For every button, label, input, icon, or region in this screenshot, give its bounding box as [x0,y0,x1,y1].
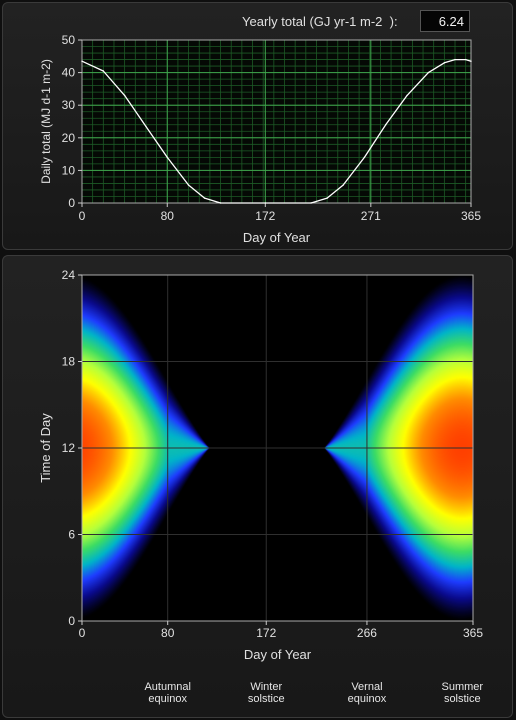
plot-area [82,40,471,203]
x-tick-label: 365 [461,209,481,223]
y-tick-label: 6 [68,528,75,542]
data-point [219,202,222,204]
data-point [187,184,190,186]
data-point [310,202,312,204]
x-tick-label: 172 [255,209,275,223]
data-point [454,58,456,61]
x-axis-label: Day of Year [243,230,311,245]
data-point [464,58,467,61]
data-point [81,60,83,62]
y-tick-label: 10 [62,163,76,177]
data-point [427,71,430,74]
x-tick-label: 80 [161,626,175,640]
y-axis-label: Daily total (MJ d-1 m-2) [39,59,53,184]
x-tick-label: 266 [357,626,377,640]
season-label-vernal-equinox: Vernal equinox [347,681,387,705]
data-point [102,70,105,72]
data-point [326,197,328,199]
data-point [385,124,387,126]
season-label-autumnal-equinox: Autumnal equinox [144,681,191,705]
y-tick-label: 24 [62,268,76,282]
data-point [470,60,472,62]
data-point [203,197,206,199]
x-tick-label: 0 [79,209,86,223]
yearly-total-label: Yearly total (GJ yr-1 m-2 ): [242,14,398,29]
y-axis-label: Time of Day [38,413,53,483]
y-tick-label: 0 [68,614,75,628]
y-tick-label: 20 [62,131,76,145]
data-point [264,202,267,204]
data-point [363,156,366,159]
y-tick-label: 0 [68,196,75,210]
y-tick-label: 30 [62,98,76,112]
y-tick-label: 18 [62,355,76,369]
daily-total-chart: 0 10 20 30 40 50 0 80 172 271 365 Day of Year Daily … [39,33,481,245]
data-point [166,156,168,159]
x-tick-label: 0 [79,626,86,640]
x-tick-label: 365 [463,626,483,640]
y-tick-label: 50 [62,33,76,47]
season-label-summer-solstice: Summer solstice [441,681,484,705]
daily-total-line [81,58,472,204]
data-point [443,62,446,64]
x-axis-label: Day of Year [244,647,312,662]
x-tick-label: 172 [256,626,276,640]
season-label-winter-solstice: Winter solstice [247,681,285,705]
yearly-total-value: 6.24 [420,10,470,32]
time-of-day-chart: 0 6 12 18 24 0 80 172 266 365 Day of Year Time of D… [38,268,483,662]
x-tick-label: 80 [161,209,175,223]
data-point [145,125,147,128]
data-point [123,94,126,97]
x-tick-label: 271 [361,209,381,223]
data-point [406,94,408,97]
y-tick-label: 40 [62,66,76,80]
y-tick-label: 12 [62,441,76,455]
data-point [342,184,344,186]
